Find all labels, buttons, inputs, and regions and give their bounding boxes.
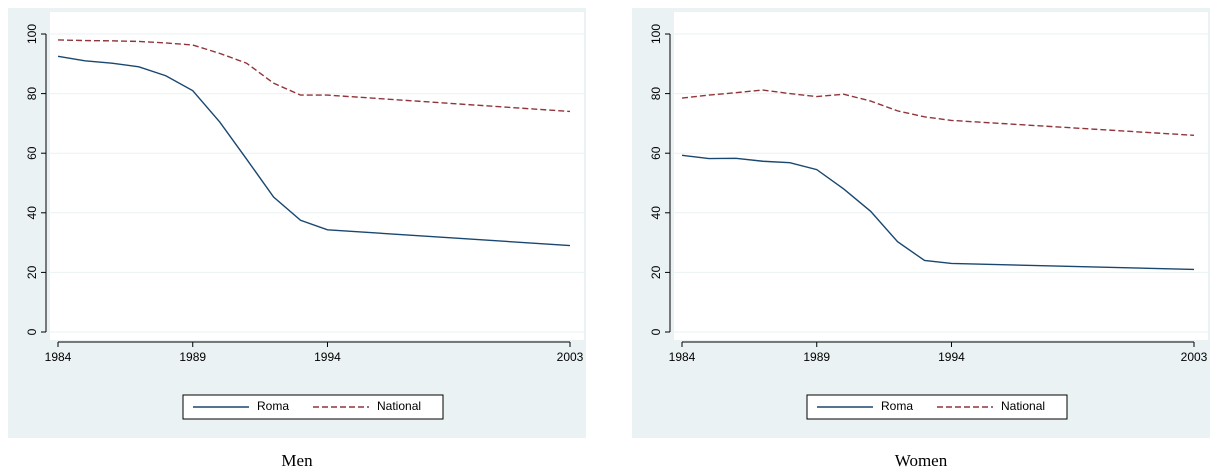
- legend-label: Roma: [257, 399, 289, 413]
- plot-area: [674, 12, 1208, 340]
- chart-title: Women: [895, 451, 948, 470]
- series-line: [681, 89, 1195, 137]
- series-line: [681, 154, 1195, 271]
- chart-title: Men: [281, 451, 313, 470]
- y-tick-label: 80: [25, 87, 39, 101]
- y-tick-label: 100: [649, 24, 663, 44]
- x-tick-label: 2003: [557, 350, 584, 364]
- legend-label: National: [377, 399, 421, 413]
- y-tick-label: 20: [649, 265, 663, 279]
- x-tick-label: 1984: [45, 350, 72, 364]
- y-tick-label: 100: [25, 24, 39, 44]
- x-tick-label: 1989: [803, 350, 830, 364]
- y-tick-label: 60: [25, 146, 39, 160]
- x-tick-label: 2003: [1181, 350, 1208, 364]
- x-tick-label: 1994: [314, 350, 341, 364]
- plot-area: [50, 12, 584, 340]
- y-tick-label: 0: [649, 328, 663, 335]
- y-tick-label: 0: [25, 328, 39, 335]
- x-tick-label: 1994: [938, 350, 965, 364]
- x-tick-label: 1989: [179, 350, 206, 364]
- x-tick-label: 1984: [669, 350, 696, 364]
- y-tick-label: 40: [649, 206, 663, 220]
- y-tick-label: 40: [25, 206, 39, 220]
- y-tick-label: 60: [649, 146, 663, 160]
- y-tick-label: 80: [649, 87, 663, 101]
- legend-label: Roma: [881, 399, 913, 413]
- legend-label: National: [1001, 399, 1045, 413]
- series-line: [57, 39, 571, 113]
- series-line: [57, 55, 571, 247]
- y-tick-label: 20: [25, 265, 39, 279]
